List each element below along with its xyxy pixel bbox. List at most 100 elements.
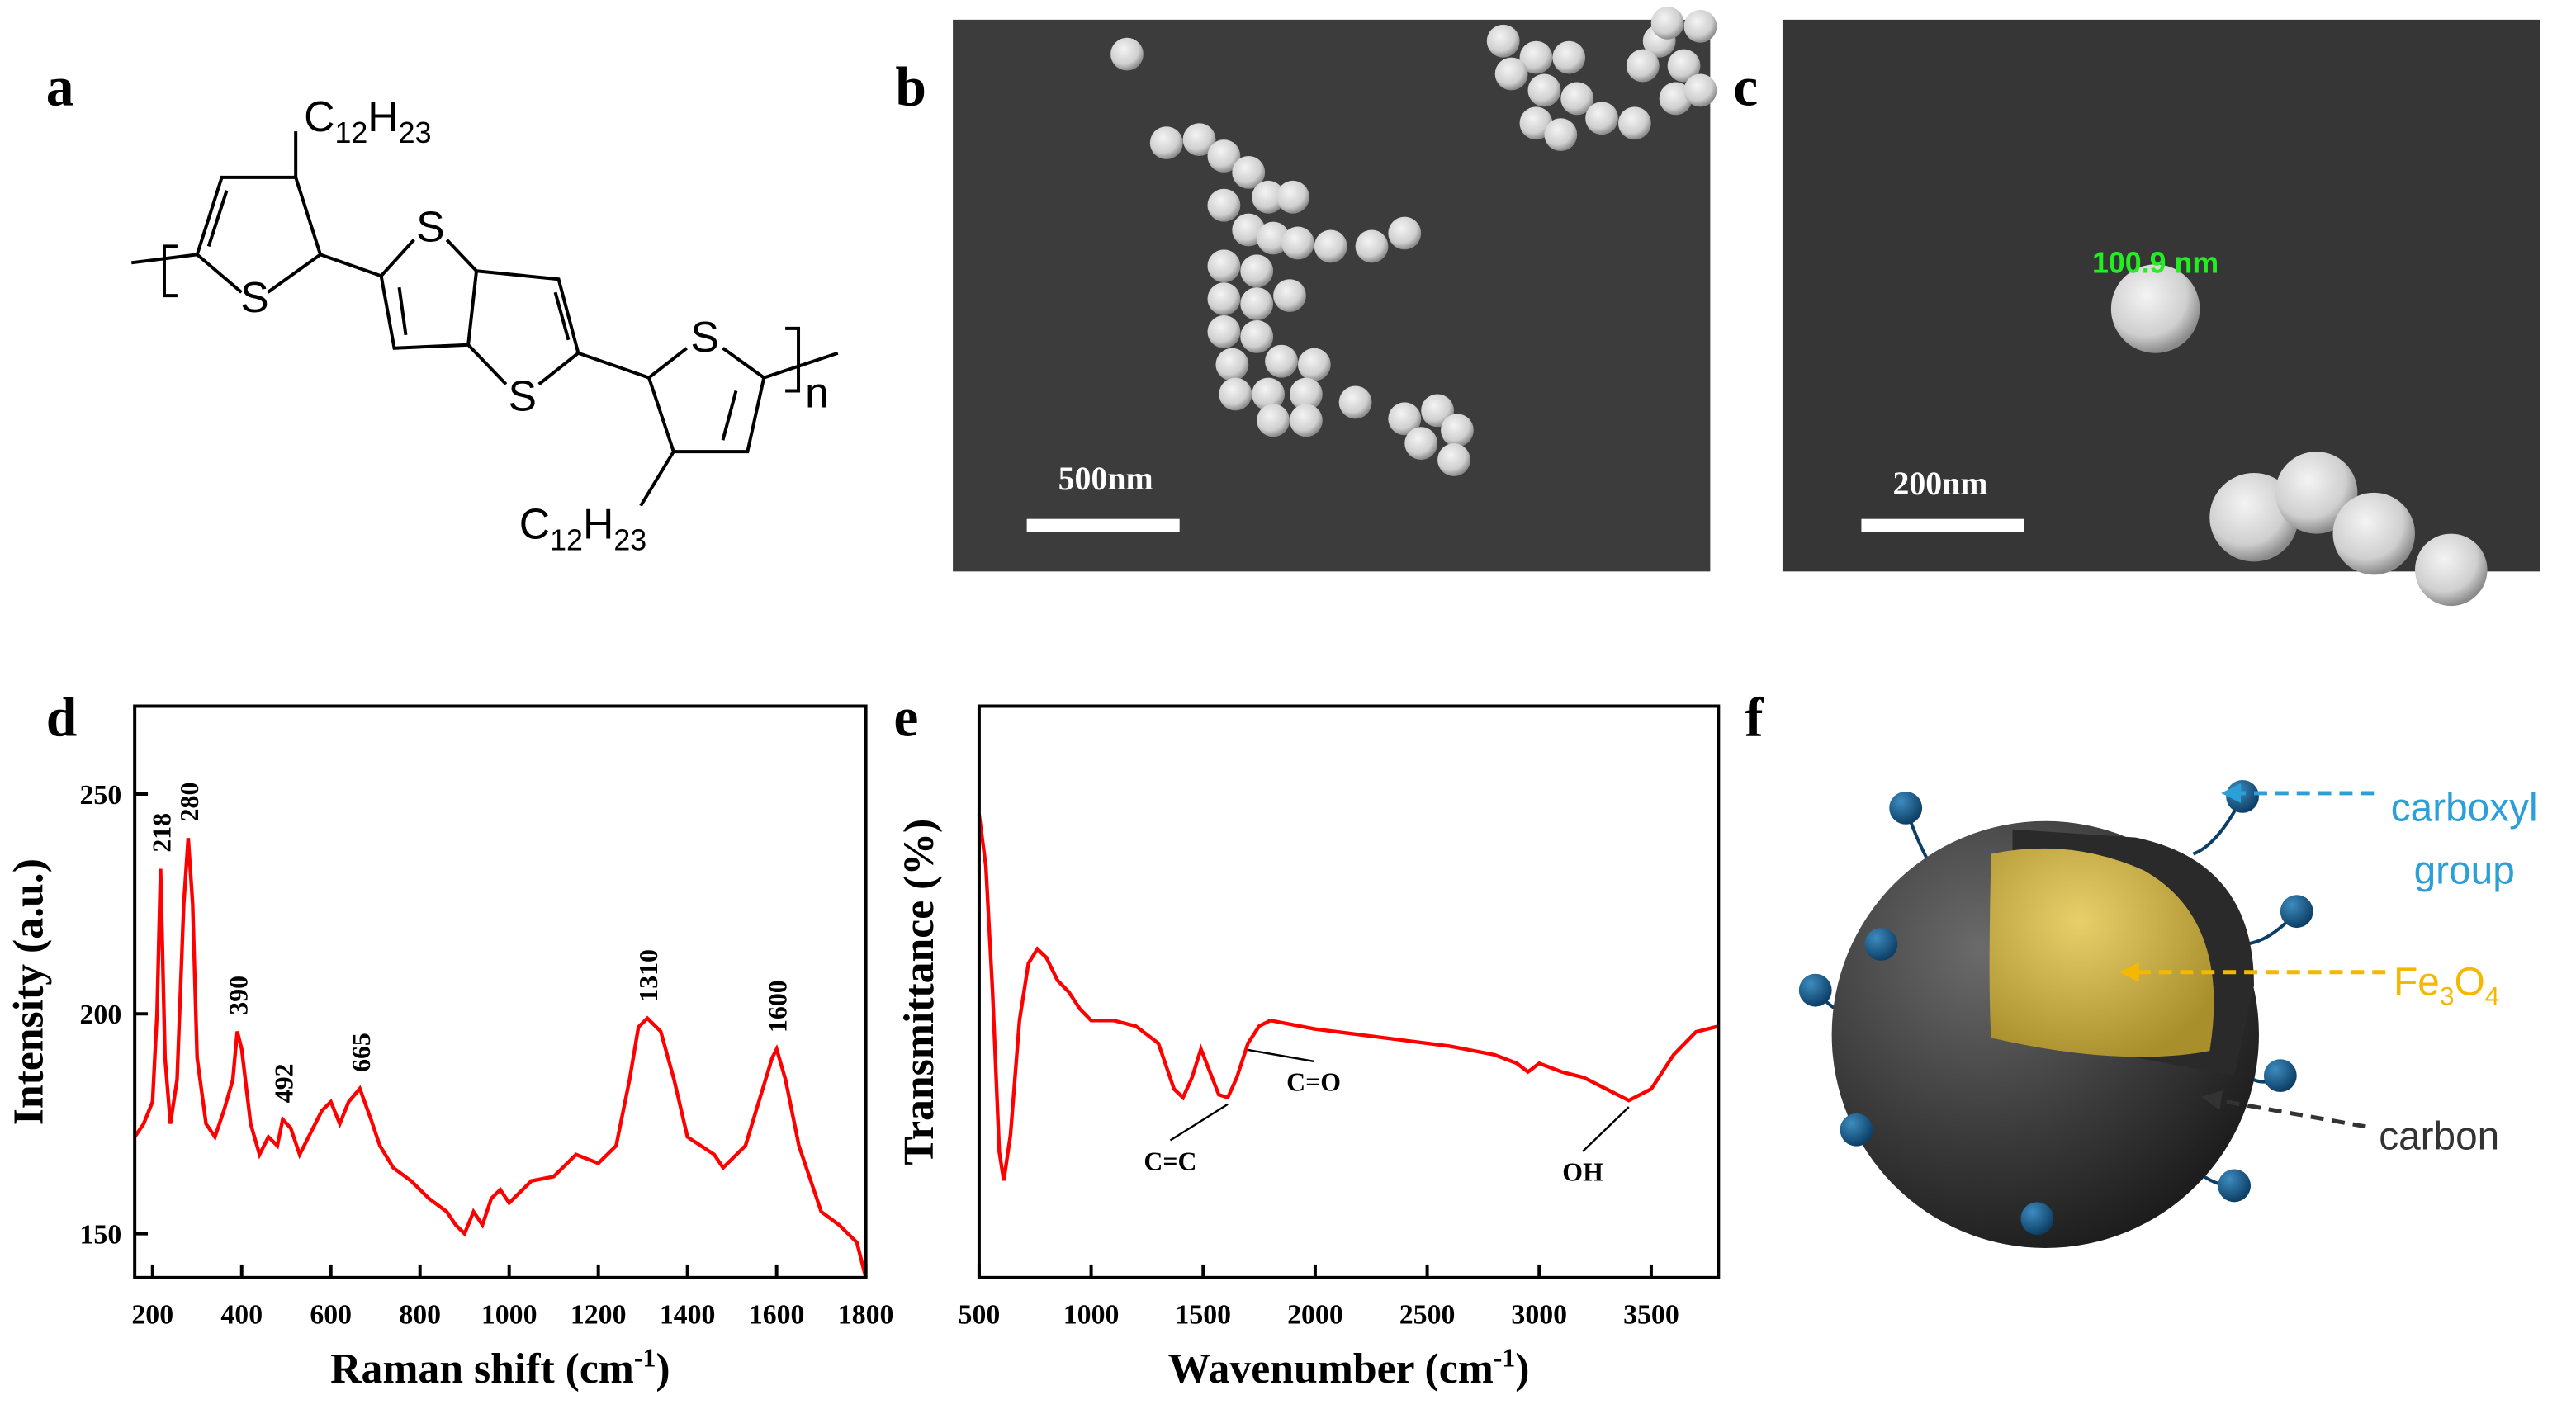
particle: [1207, 282, 1241, 315]
peak-label: 280: [175, 783, 204, 822]
spectrum-line: [133, 838, 868, 1279]
axis-label-part: Raman shift (cm: [330, 1345, 634, 1392]
particle: [1273, 279, 1306, 313]
annotation: C=C: [1144, 1147, 1196, 1175]
annotation-arrow: [1248, 1048, 1314, 1063]
particle: [1552, 40, 1586, 74]
x-tick-label: 1000: [481, 1300, 537, 1331]
y-tick-label: 150: [80, 1220, 122, 1251]
annotation-arrow: [1582, 1106, 1630, 1152]
subscript: 4: [2485, 981, 2500, 1011]
x-tick-label: 2000: [1287, 1300, 1343, 1331]
particle: [1314, 229, 1347, 263]
sulfur: S: [509, 371, 537, 419]
peak-label: 1310: [634, 949, 663, 1002]
particle: [1617, 106, 1651, 140]
plot-frame: [133, 704, 868, 1279]
label: group: [2414, 849, 2515, 892]
carboxyl-ball: [2218, 1169, 2252, 1203]
particle: [1207, 249, 1241, 283]
axis-label-part: ): [1515, 1345, 1529, 1392]
carboxyl-ball: [1864, 928, 1898, 961]
label: carbon: [2379, 1115, 2499, 1159]
arrow: [2217, 1098, 2366, 1129]
charts: 200 400 600 800 1000 1200 1400 1600 1800 150 200 25…: [6, 704, 1721, 1392]
x-tick-label: 500: [959, 1300, 1001, 1331]
particle: [1355, 229, 1389, 263]
sulfur: S: [416, 202, 445, 250]
particle: [1626, 49, 1660, 83]
particle: [1240, 319, 1274, 353]
peak-label: 390: [224, 976, 253, 1015]
particle: [1388, 402, 1422, 436]
label: carboxyl: [2391, 787, 2538, 830]
particle: [1650, 6, 1684, 40]
superscript: -1: [1494, 1343, 1516, 1372]
scale-bar-label: 200nm: [1892, 466, 1987, 502]
label: Fe3O4: [2394, 961, 2499, 1011]
particle: [2332, 492, 2415, 575]
atom: H: [367, 92, 398, 140]
particle: [1683, 73, 1717, 107]
particle: [1441, 414, 1474, 447]
x-axis-label: Wavenumber (cm-1): [1168, 1343, 1530, 1392]
measurement: 100.9 nm: [2092, 246, 2218, 279]
particle: [1257, 221, 1290, 255]
element: O: [2455, 961, 2485, 1005]
annotation: C=O: [1286, 1068, 1341, 1097]
carboxyl-ball: [2280, 895, 2313, 929]
scale-bar-label: 500nm: [1058, 461, 1153, 497]
subscript: 23: [613, 523, 646, 556]
peak-label: 665: [347, 1033, 376, 1072]
structure-bonds: [130, 131, 839, 507]
x-tick-label: 1500: [1175, 1300, 1231, 1331]
x-tick-label: 400: [220, 1300, 263, 1331]
atom: C: [304, 92, 334, 140]
x-tick-label: 200: [131, 1300, 173, 1331]
particle: [1297, 348, 1331, 381]
particle: [1289, 404, 1323, 437]
particle: [1404, 427, 1438, 461]
particles: [2110, 264, 2488, 607]
substituent-bottom: C12H23: [519, 500, 646, 557]
particle: [1207, 139, 1241, 173]
subscript: 12: [334, 116, 367, 149]
particle: [1215, 348, 1249, 381]
carboxyl-ball: [1840, 1113, 1873, 1147]
particle: [1276, 180, 1309, 214]
particle: [1281, 226, 1314, 260]
panel-label: c: [1733, 55, 1758, 117]
carboxyl-ball: [2263, 1059, 2297, 1093]
carboxyl-ball: [1889, 791, 1923, 825]
peak-label: 492: [269, 1063, 298, 1103]
x-tick-label: 600: [310, 1300, 352, 1331]
atom: C: [519, 500, 550, 548]
x-tick-label: 1800: [838, 1300, 894, 1331]
particle: [1252, 180, 1286, 214]
schematic: [1798, 780, 2386, 1249]
particle: [1289, 377, 1323, 411]
superscript: -1: [634, 1343, 656, 1372]
panel-label: e: [893, 686, 918, 748]
y-axis-label: Intensity (a.u.): [6, 858, 53, 1125]
x-tick-label: 1600: [749, 1300, 805, 1331]
x-tick-label: 3000: [1511, 1300, 1567, 1331]
particle: [1265, 344, 1298, 378]
particle: [2415, 533, 2488, 607]
subscript: 23: [399, 116, 432, 149]
arrowhead: [2221, 783, 2242, 803]
carboxyl-ball: [2020, 1202, 2054, 1236]
annotation: OH: [1562, 1158, 1603, 1187]
scale-bar: [1026, 518, 1180, 532]
substituent-top: C12H23: [304, 92, 431, 149]
y-axis-label: Transmittance (%): [896, 819, 943, 1165]
element: Fe: [2394, 961, 2440, 1005]
y-tick-label: 200: [80, 1000, 122, 1030]
particle: [2110, 264, 2200, 353]
sulfur: S: [690, 313, 719, 361]
particle: [1207, 188, 1241, 222]
particle: [1240, 287, 1274, 320]
particle: [1667, 49, 1701, 83]
particle: [1683, 9, 1717, 43]
